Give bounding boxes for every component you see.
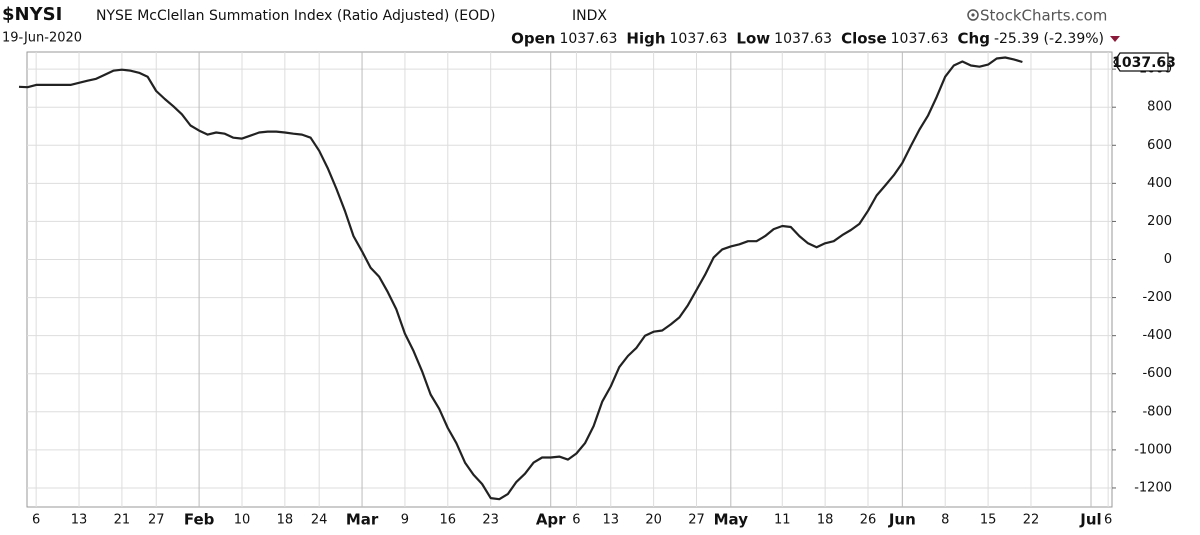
x-tick-label: 8 — [941, 513, 949, 528]
quote-value: 1037.63 — [559, 31, 617, 47]
x-tick-label: 20 — [645, 513, 662, 528]
x-tick-label: 16 — [440, 513, 457, 528]
source: StockCharts.com — [980, 7, 1107, 25]
price-box — [1113, 52, 1169, 72]
x-tick-label: 15 — [980, 513, 997, 528]
x-tick-label: 21 — [114, 513, 131, 528]
y-tick-label: 600 — [1147, 138, 1172, 153]
x-tick-label: 18 — [277, 513, 294, 528]
x-tick-label: 24 — [311, 513, 328, 528]
x-tick-label: Jun — [888, 511, 916, 529]
x-tick-label: 10 — [234, 513, 251, 528]
x-tick-label: 13 — [71, 513, 88, 528]
logo-icon — [967, 9, 979, 21]
x-tick-label: Feb — [184, 511, 215, 529]
quote-value: -25.39 (-2.39%) — [994, 31, 1104, 47]
y-tick-label: -600 — [1142, 366, 1172, 381]
logo-icon-dot — [971, 13, 975, 17]
x-tick-label: 13 — [602, 513, 619, 528]
y-tick-label: -200 — [1142, 290, 1172, 305]
x-tick-label: 6 — [1104, 513, 1112, 528]
y-tick-label: -1000 — [1134, 442, 1172, 457]
exchange: INDX — [572, 8, 607, 24]
x-tick-label: May — [714, 511, 749, 529]
date: 19-Jun-2020 — [2, 31, 82, 46]
quote-label: Chg — [958, 30, 990, 48]
quote-value: 1037.63 — [891, 31, 949, 47]
x-tick-label: 27 — [688, 513, 705, 528]
x-tick-label: 18 — [817, 513, 834, 528]
x-tick-label: Jul — [1079, 511, 1101, 529]
plot-area — [26, 51, 1113, 508]
plot — [18, 56, 1023, 501]
quote: Open 1037.63 High 1037.63 Low 1037.63 Close 103… — [511, 30, 1104, 48]
y-tick-label: 400 — [1147, 176, 1172, 191]
x-tick-label: 6 — [32, 513, 40, 528]
x-tick-label: 11 — [774, 513, 791, 528]
quote-label: High — [626, 30, 665, 48]
x-tick-label: 23 — [482, 513, 499, 528]
y-tick-label: -400 — [1142, 328, 1172, 343]
y-tick-label: -800 — [1142, 404, 1172, 419]
y-tick-label: 800 — [1147, 100, 1172, 115]
axes: -1200 -1000 -800 -600 -400 -200 0 200 400 600 800 1… — [32, 52, 1176, 529]
quote-value: 1037.63 — [774, 31, 832, 47]
x-tick-label: 27 — [148, 513, 165, 528]
y-tick-label: -1200 — [1134, 480, 1172, 495]
x-tick-label: 22 — [1023, 513, 1040, 528]
line — [18, 56, 1023, 501]
chart-title: NYSE McClellan Summation Index (Ratio Ad… — [96, 8, 495, 24]
x-tick-label: 9 — [401, 513, 409, 528]
y-tick-label: 200 — [1147, 214, 1172, 229]
x-tick-label: 26 — [860, 513, 877, 528]
x-tick-label: Apr — [536, 511, 566, 529]
grid — [27, 52, 1112, 507]
y-tick-label: 0 — [1164, 252, 1172, 267]
x-tick-label: 6 — [572, 513, 580, 528]
quote-label: Low — [736, 30, 770, 48]
down-arrow — [1110, 36, 1120, 42]
quote-label: Open — [511, 30, 555, 48]
quote-value: 1037.63 — [670, 31, 728, 47]
quote-label: Close — [841, 30, 887, 48]
price-label: 1037.63 — [1112, 55, 1176, 71]
x-tick-label: Mar — [346, 511, 379, 529]
symbol: $NYSI — [2, 4, 62, 25]
